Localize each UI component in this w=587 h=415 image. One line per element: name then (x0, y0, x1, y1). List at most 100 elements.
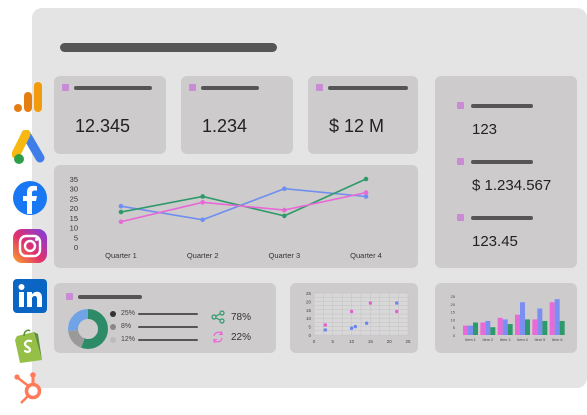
x-tick-label: 15 (368, 339, 374, 344)
y-tick-label: 20 (70, 204, 78, 213)
x-tick-label: Item 3 (500, 338, 511, 342)
scatter-point (323, 323, 327, 327)
data-point (282, 186, 287, 192)
scatter-point (395, 301, 399, 305)
y-tick-label: 20 (451, 302, 456, 307)
y-tick-label: 15 (70, 214, 78, 223)
integration-icon-rail (0, 74, 58, 410)
scatter-point (353, 325, 357, 329)
y-tick-label: 0 (308, 333, 311, 338)
bar (480, 322, 486, 335)
dashboard-title-bar (60, 43, 277, 52)
data-point (118, 219, 124, 225)
y-tick-label: 10 (306, 316, 312, 321)
bar (473, 322, 478, 335)
stat-value: 123 (472, 121, 498, 138)
bar (520, 302, 525, 335)
scatter-point (395, 309, 399, 314)
y-tick-label: 5 (74, 233, 78, 242)
y-tick-label: 0 (453, 333, 456, 338)
bar (549, 302, 555, 335)
instagram-icon[interactable] (12, 228, 48, 264)
data-point (363, 176, 369, 182)
legend-line (138, 326, 198, 328)
x-tick-label: 0 (313, 339, 316, 344)
x-tick-label: Item 2 (483, 338, 494, 342)
kpi-card[interactable]: $ 12 M (308, 76, 418, 154)
bar (532, 319, 538, 335)
y-tick-label: 5 (308, 325, 311, 330)
data-point (282, 207, 287, 213)
legend-dot (110, 311, 116, 317)
data-point (282, 213, 287, 219)
shopify-icon[interactable] (12, 326, 46, 364)
line-chart-card[interactable]: 35 30 25 20 15 10 5 0 Quarter 1 Quarter 2 Quarter … (54, 165, 418, 268)
kpi-card[interactable]: 1.234 (181, 76, 293, 154)
y-tick-label: 30 (70, 185, 78, 194)
x-tick-label: 5 (332, 339, 335, 344)
data-point (200, 217, 205, 223)
hubspot-icon[interactable] (12, 370, 48, 406)
kpi-value: $ 12 M (329, 116, 385, 136)
x-tick-label: Quarter 4 (350, 251, 382, 260)
series-line (120, 178, 367, 217)
stat-marker (457, 158, 464, 165)
card-marker (316, 84, 323, 91)
y-tick-label: 35 (70, 175, 78, 184)
linkedin-icon[interactable] (12, 278, 48, 314)
card-marker (66, 293, 73, 300)
bar (485, 320, 491, 335)
bar (507, 324, 513, 335)
data-point (363, 194, 369, 199)
kpi-value: 12.345 (75, 116, 131, 136)
card-title-bar (201, 86, 259, 90)
stat-marker (457, 214, 464, 221)
google-ads-icon[interactable] (12, 130, 48, 166)
scatter-point (365, 321, 369, 325)
y-tick-label: 15 (306, 308, 312, 313)
scatter-chart: 25 20 15 10 5 00 5 10 15 20 25 (306, 291, 411, 344)
data-point (118, 209, 124, 215)
kpi-card[interactable]: 12.345 (54, 76, 166, 154)
y-tick-label: 25 (451, 294, 456, 299)
stats-card[interactable]: 123 $ 1.234.567 123.45 (435, 76, 577, 268)
stat-title-bar (471, 104, 533, 108)
facebook-icon[interactable] (12, 180, 48, 216)
legend-label: 25% (121, 310, 136, 317)
bar (497, 317, 503, 335)
y-tick-label: 10 (70, 224, 78, 233)
bar (525, 319, 530, 335)
card-title-bar (74, 86, 152, 90)
y-tick-label: 25 (70, 194, 78, 203)
data-point (363, 190, 369, 195)
scatter-card[interactable]: 25 20 15 10 5 0 0 5 10 15 20 25 (290, 283, 418, 353)
refresh-icon (212, 330, 224, 344)
bar (537, 308, 543, 335)
data-point (200, 200, 205, 205)
stat-value: $ 1.234.567 (472, 177, 552, 194)
bar-chart-card[interactable]: 25 20 15 10 5 0 Item 1 Item 2 Item 3 Item 4 Item 5… (435, 283, 577, 353)
card-marker (189, 84, 196, 91)
donut-card[interactable]: 25% 8% 12% 78% 22% (54, 283, 276, 353)
bar (559, 320, 565, 335)
scatter-point (350, 309, 354, 314)
google-analytics-icon[interactable] (12, 80, 46, 114)
card-title-bar (328, 86, 408, 90)
legend-dot (110, 337, 116, 343)
y-tick-label: 25 (306, 291, 312, 296)
bar (502, 319, 508, 335)
stat-value: 123.45 (472, 233, 518, 250)
share-stat: 78% (231, 312, 252, 323)
x-tick-label: 20 (387, 339, 393, 344)
scatter-point (368, 301, 372, 305)
y-tick-label: 10 (451, 317, 456, 322)
x-tick-label: Item 5 (535, 338, 546, 342)
bar (515, 314, 520, 335)
refresh-stat: 22% (231, 332, 252, 343)
y-tick-label: 5 (453, 325, 456, 330)
bar (542, 320, 548, 335)
stat-title-bar (471, 160, 533, 164)
x-tick-label: Quarter 2 (187, 251, 219, 260)
kpi-value: 1.234 (202, 116, 248, 136)
donut-slice (68, 309, 108, 349)
